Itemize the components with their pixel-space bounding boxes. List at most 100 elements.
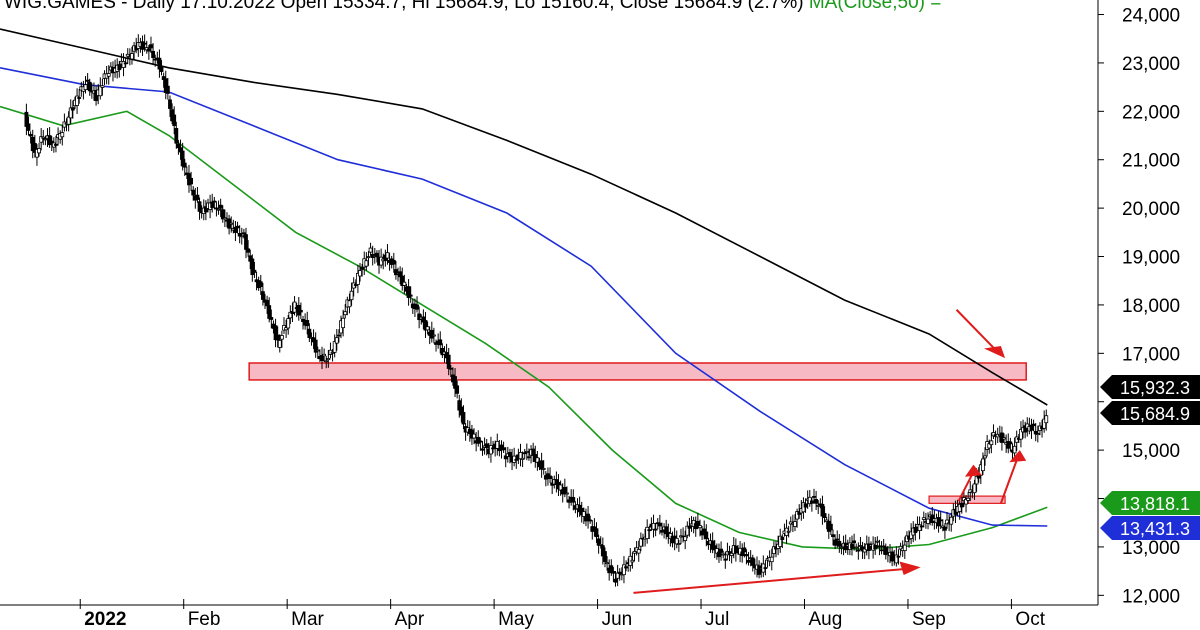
candle-body xyxy=(168,99,172,109)
candle-body xyxy=(366,256,371,259)
candle-body xyxy=(632,550,637,554)
candle-body xyxy=(212,200,217,203)
candle-body xyxy=(769,556,774,563)
candle-body xyxy=(600,545,605,557)
candle-body xyxy=(284,327,289,331)
candle-body xyxy=(698,525,702,529)
candle-body xyxy=(250,258,255,276)
candle-body xyxy=(229,222,234,225)
candle-body xyxy=(121,61,126,68)
candle-body xyxy=(989,440,994,446)
candle-body xyxy=(508,452,512,458)
candle-body xyxy=(28,134,33,137)
candle-body xyxy=(60,132,65,138)
chart-title: WIG.GAMES - Daily 17.10.2022 Open 15334.… xyxy=(4,0,941,14)
candle-body xyxy=(322,353,327,357)
candle-body xyxy=(1002,437,1006,440)
candle-body xyxy=(423,320,428,331)
candle-body xyxy=(77,97,82,99)
candle-body xyxy=(873,544,878,550)
x-tick-label: Jul xyxy=(705,609,729,630)
candle-body xyxy=(824,519,829,523)
candle-body xyxy=(279,335,284,340)
candle-body xyxy=(816,504,821,507)
candle-body xyxy=(315,349,320,352)
candle-body xyxy=(793,521,797,527)
candle-body xyxy=(353,284,358,286)
candle-body xyxy=(180,150,185,167)
candle-body xyxy=(693,523,698,530)
candle-body xyxy=(320,355,324,362)
candle-body xyxy=(269,317,274,320)
candle-body xyxy=(265,300,270,307)
candle-body xyxy=(233,226,238,233)
candle-body xyxy=(461,411,466,425)
candle-body xyxy=(480,448,485,451)
candle-body xyxy=(182,162,187,168)
candle-body xyxy=(343,311,348,316)
candle-body xyxy=(596,538,601,546)
last-value-tag xyxy=(1100,375,1200,399)
y-tick-label: 22,000 xyxy=(1122,102,1180,123)
candle-body xyxy=(178,147,183,153)
candle-body xyxy=(803,503,808,508)
y-tick-label: 23,000 xyxy=(1122,54,1180,75)
candle-body xyxy=(140,41,145,50)
trend-arrow-head xyxy=(899,561,921,575)
y-tick-label: 19,000 xyxy=(1122,248,1180,269)
candle-body xyxy=(976,474,981,479)
trend-arrow-line xyxy=(633,567,909,594)
candle-body xyxy=(742,547,747,553)
candle-body xyxy=(1023,425,1028,433)
candle-body xyxy=(425,326,430,331)
candle-body xyxy=(740,551,745,557)
candle-body xyxy=(358,270,362,277)
candle-body xyxy=(822,513,827,518)
candle-body xyxy=(54,143,58,146)
candle-body xyxy=(664,526,669,535)
y-tick-label: 15,000 xyxy=(1122,441,1180,462)
candle-body xyxy=(968,489,973,493)
y-tick-label: 17,000 xyxy=(1122,344,1180,365)
candle-body xyxy=(165,85,170,94)
candle-body xyxy=(780,536,785,541)
candle-body xyxy=(653,528,658,531)
candle-body xyxy=(332,341,337,353)
candle-body xyxy=(434,342,438,345)
candle-body xyxy=(1042,418,1047,429)
candle-body xyxy=(611,571,616,574)
candle-body xyxy=(273,325,278,341)
candle-body xyxy=(974,475,979,485)
candle-body xyxy=(875,540,880,543)
candle-body xyxy=(24,111,29,127)
candle-body xyxy=(1012,445,1017,454)
candle-body xyxy=(936,517,941,527)
candle-body xyxy=(197,201,202,212)
candle-body xyxy=(717,551,721,558)
candle-body xyxy=(660,530,664,533)
breakout-arrow-head-2 xyxy=(1009,450,1027,463)
candle-body xyxy=(429,329,434,339)
candle-body xyxy=(324,360,329,363)
candle-body xyxy=(195,194,200,200)
candle-body xyxy=(657,522,662,527)
candle-body xyxy=(432,334,436,337)
candle-body xyxy=(237,233,242,237)
candle-body xyxy=(598,543,603,546)
candle-body xyxy=(341,317,346,329)
ma-line xyxy=(0,105,1048,551)
candle-body xyxy=(313,339,318,353)
candle-body xyxy=(375,252,379,258)
candle-body xyxy=(391,259,396,265)
candle-body xyxy=(161,76,166,80)
candle-body xyxy=(326,358,331,361)
candle-body xyxy=(919,525,924,528)
candle-body xyxy=(146,48,151,52)
candle-body xyxy=(337,334,341,337)
candle-body xyxy=(1044,415,1049,424)
y-tick-label: 20,000 xyxy=(1122,199,1180,220)
candle-body xyxy=(275,334,280,341)
candle-body xyxy=(695,520,700,526)
candle-body xyxy=(712,545,717,551)
